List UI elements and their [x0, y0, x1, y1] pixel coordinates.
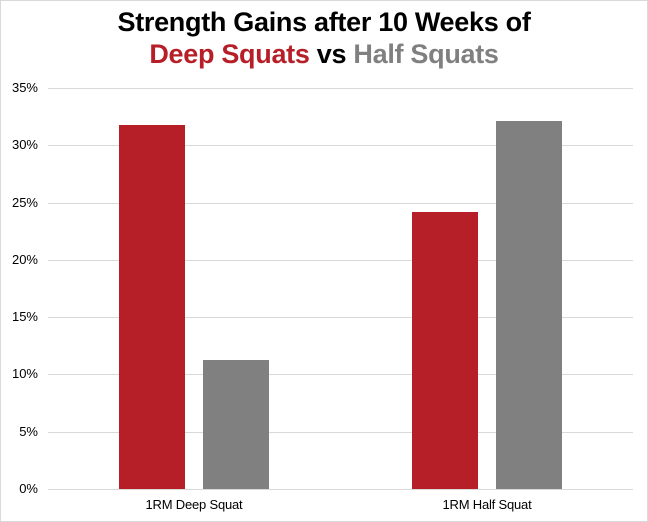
gridline [48, 489, 633, 490]
x-category-label: 1RM Deep Squat [145, 497, 243, 512]
bar-deep-squats-half-squat-1rm [412, 212, 478, 489]
bar-half-squats-half-squat-1rm [496, 121, 562, 489]
gridline [48, 145, 633, 146]
y-tick-label: 10% [11, 366, 38, 381]
gridline [48, 203, 633, 204]
bar-deep-squats-deep-squat-1rm [119, 125, 185, 489]
gridline [48, 260, 633, 261]
gridline [48, 317, 633, 318]
y-tick-label: 20% [11, 252, 38, 267]
y-tick-label: 30% [11, 137, 38, 152]
chart-title-line1: Strength Gains after 10 Weeks of [117, 7, 531, 37]
title-vs: vs [309, 39, 354, 69]
gridline [48, 432, 633, 433]
gridline [48, 374, 633, 375]
title-deep-squats: Deep Squats [149, 39, 310, 69]
x-category-label: 1RM Half Squat [442, 497, 532, 512]
title-half-squats: Half Squats [353, 39, 499, 69]
y-tick-label: 35% [11, 80, 38, 95]
y-tick-label: 15% [11, 309, 38, 324]
chart-title: Strength Gains after 10 Weeks of Deep Sq… [0, 6, 648, 70]
y-tick-label: 0% [19, 481, 38, 496]
gridline [48, 88, 633, 89]
chart-title-line2: Deep Squats vs Half Squats [0, 38, 648, 70]
y-tick-label: 25% [11, 195, 38, 210]
bar-half-squats-deep-squat-1rm [203, 360, 269, 489]
y-tick-label: 5% [19, 424, 38, 439]
